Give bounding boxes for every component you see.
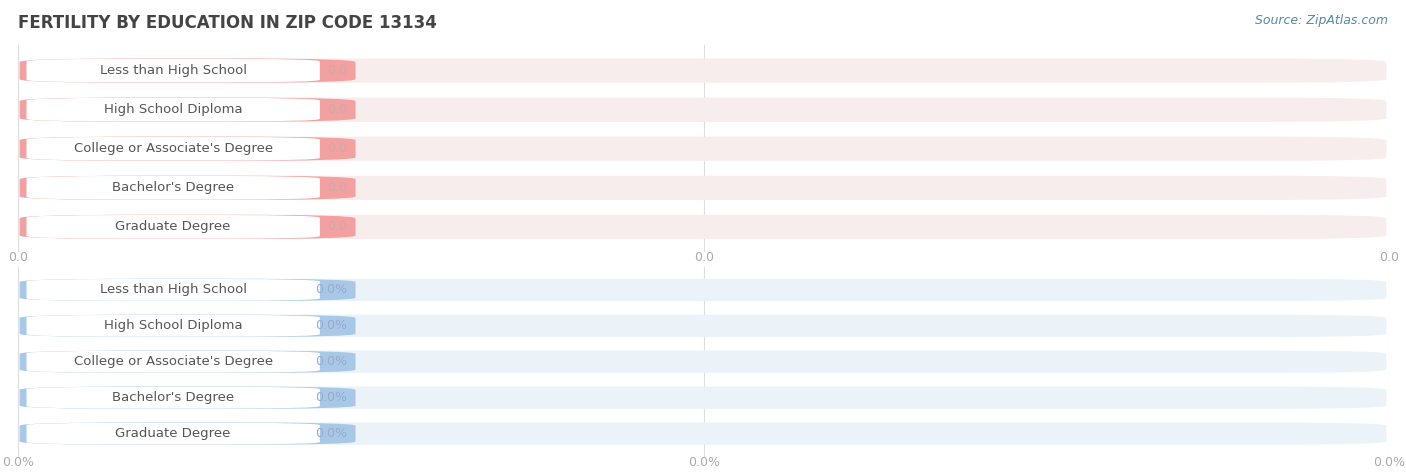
Text: 0.0: 0.0 (328, 103, 347, 116)
Text: 0.0%: 0.0% (3, 456, 34, 469)
FancyBboxPatch shape (27, 351, 321, 373)
Text: 0.0%: 0.0% (315, 283, 347, 297)
FancyBboxPatch shape (20, 98, 1386, 122)
FancyBboxPatch shape (27, 98, 321, 121)
Text: Bachelor's Degree: Bachelor's Degree (112, 391, 235, 404)
FancyBboxPatch shape (20, 387, 1386, 409)
Text: 0.0%: 0.0% (1374, 456, 1405, 469)
FancyBboxPatch shape (20, 98, 356, 122)
Text: 0.0: 0.0 (328, 142, 347, 155)
FancyBboxPatch shape (20, 176, 356, 200)
FancyBboxPatch shape (27, 423, 321, 445)
Text: Less than High School: Less than High School (100, 283, 246, 297)
Text: 0.0%: 0.0% (315, 319, 347, 332)
FancyBboxPatch shape (20, 59, 356, 83)
Text: 0.0%: 0.0% (315, 427, 347, 440)
Text: College or Associate's Degree: College or Associate's Degree (73, 142, 273, 155)
Text: 0.0%: 0.0% (315, 355, 347, 368)
FancyBboxPatch shape (20, 279, 1386, 301)
FancyBboxPatch shape (20, 387, 356, 409)
FancyBboxPatch shape (20, 315, 356, 337)
FancyBboxPatch shape (20, 215, 356, 239)
FancyBboxPatch shape (27, 215, 321, 239)
Text: 0.0%: 0.0% (688, 456, 720, 469)
Text: Source: ZipAtlas.com: Source: ZipAtlas.com (1254, 14, 1388, 27)
Text: 0.0: 0.0 (328, 220, 347, 233)
FancyBboxPatch shape (27, 59, 321, 82)
Text: Graduate Degree: Graduate Degree (115, 427, 231, 440)
Text: 0.0%: 0.0% (315, 391, 347, 404)
FancyBboxPatch shape (20, 176, 1386, 200)
FancyBboxPatch shape (20, 137, 356, 161)
FancyBboxPatch shape (27, 315, 321, 337)
FancyBboxPatch shape (20, 215, 1386, 239)
Text: College or Associate's Degree: College or Associate's Degree (73, 355, 273, 368)
FancyBboxPatch shape (27, 137, 321, 160)
Text: 0.0: 0.0 (8, 251, 28, 264)
FancyBboxPatch shape (20, 59, 1386, 83)
Text: 0.0: 0.0 (693, 251, 714, 264)
FancyBboxPatch shape (20, 423, 1386, 445)
FancyBboxPatch shape (20, 279, 356, 301)
Text: 0.0: 0.0 (328, 64, 347, 77)
FancyBboxPatch shape (20, 315, 1386, 337)
Text: 0.0: 0.0 (328, 181, 347, 194)
FancyBboxPatch shape (20, 351, 1386, 373)
Text: High School Diploma: High School Diploma (104, 319, 242, 332)
Text: Graduate Degree: Graduate Degree (115, 220, 231, 233)
Text: Less than High School: Less than High School (100, 64, 246, 77)
Text: High School Diploma: High School Diploma (104, 103, 242, 116)
FancyBboxPatch shape (27, 176, 321, 199)
Text: FERTILITY BY EDUCATION IN ZIP CODE 13134: FERTILITY BY EDUCATION IN ZIP CODE 13134 (18, 14, 437, 32)
FancyBboxPatch shape (27, 279, 321, 301)
FancyBboxPatch shape (27, 387, 321, 408)
Text: Bachelor's Degree: Bachelor's Degree (112, 181, 235, 194)
FancyBboxPatch shape (20, 137, 1386, 161)
FancyBboxPatch shape (20, 423, 356, 445)
Text: 0.0: 0.0 (1379, 251, 1399, 264)
FancyBboxPatch shape (20, 351, 356, 373)
